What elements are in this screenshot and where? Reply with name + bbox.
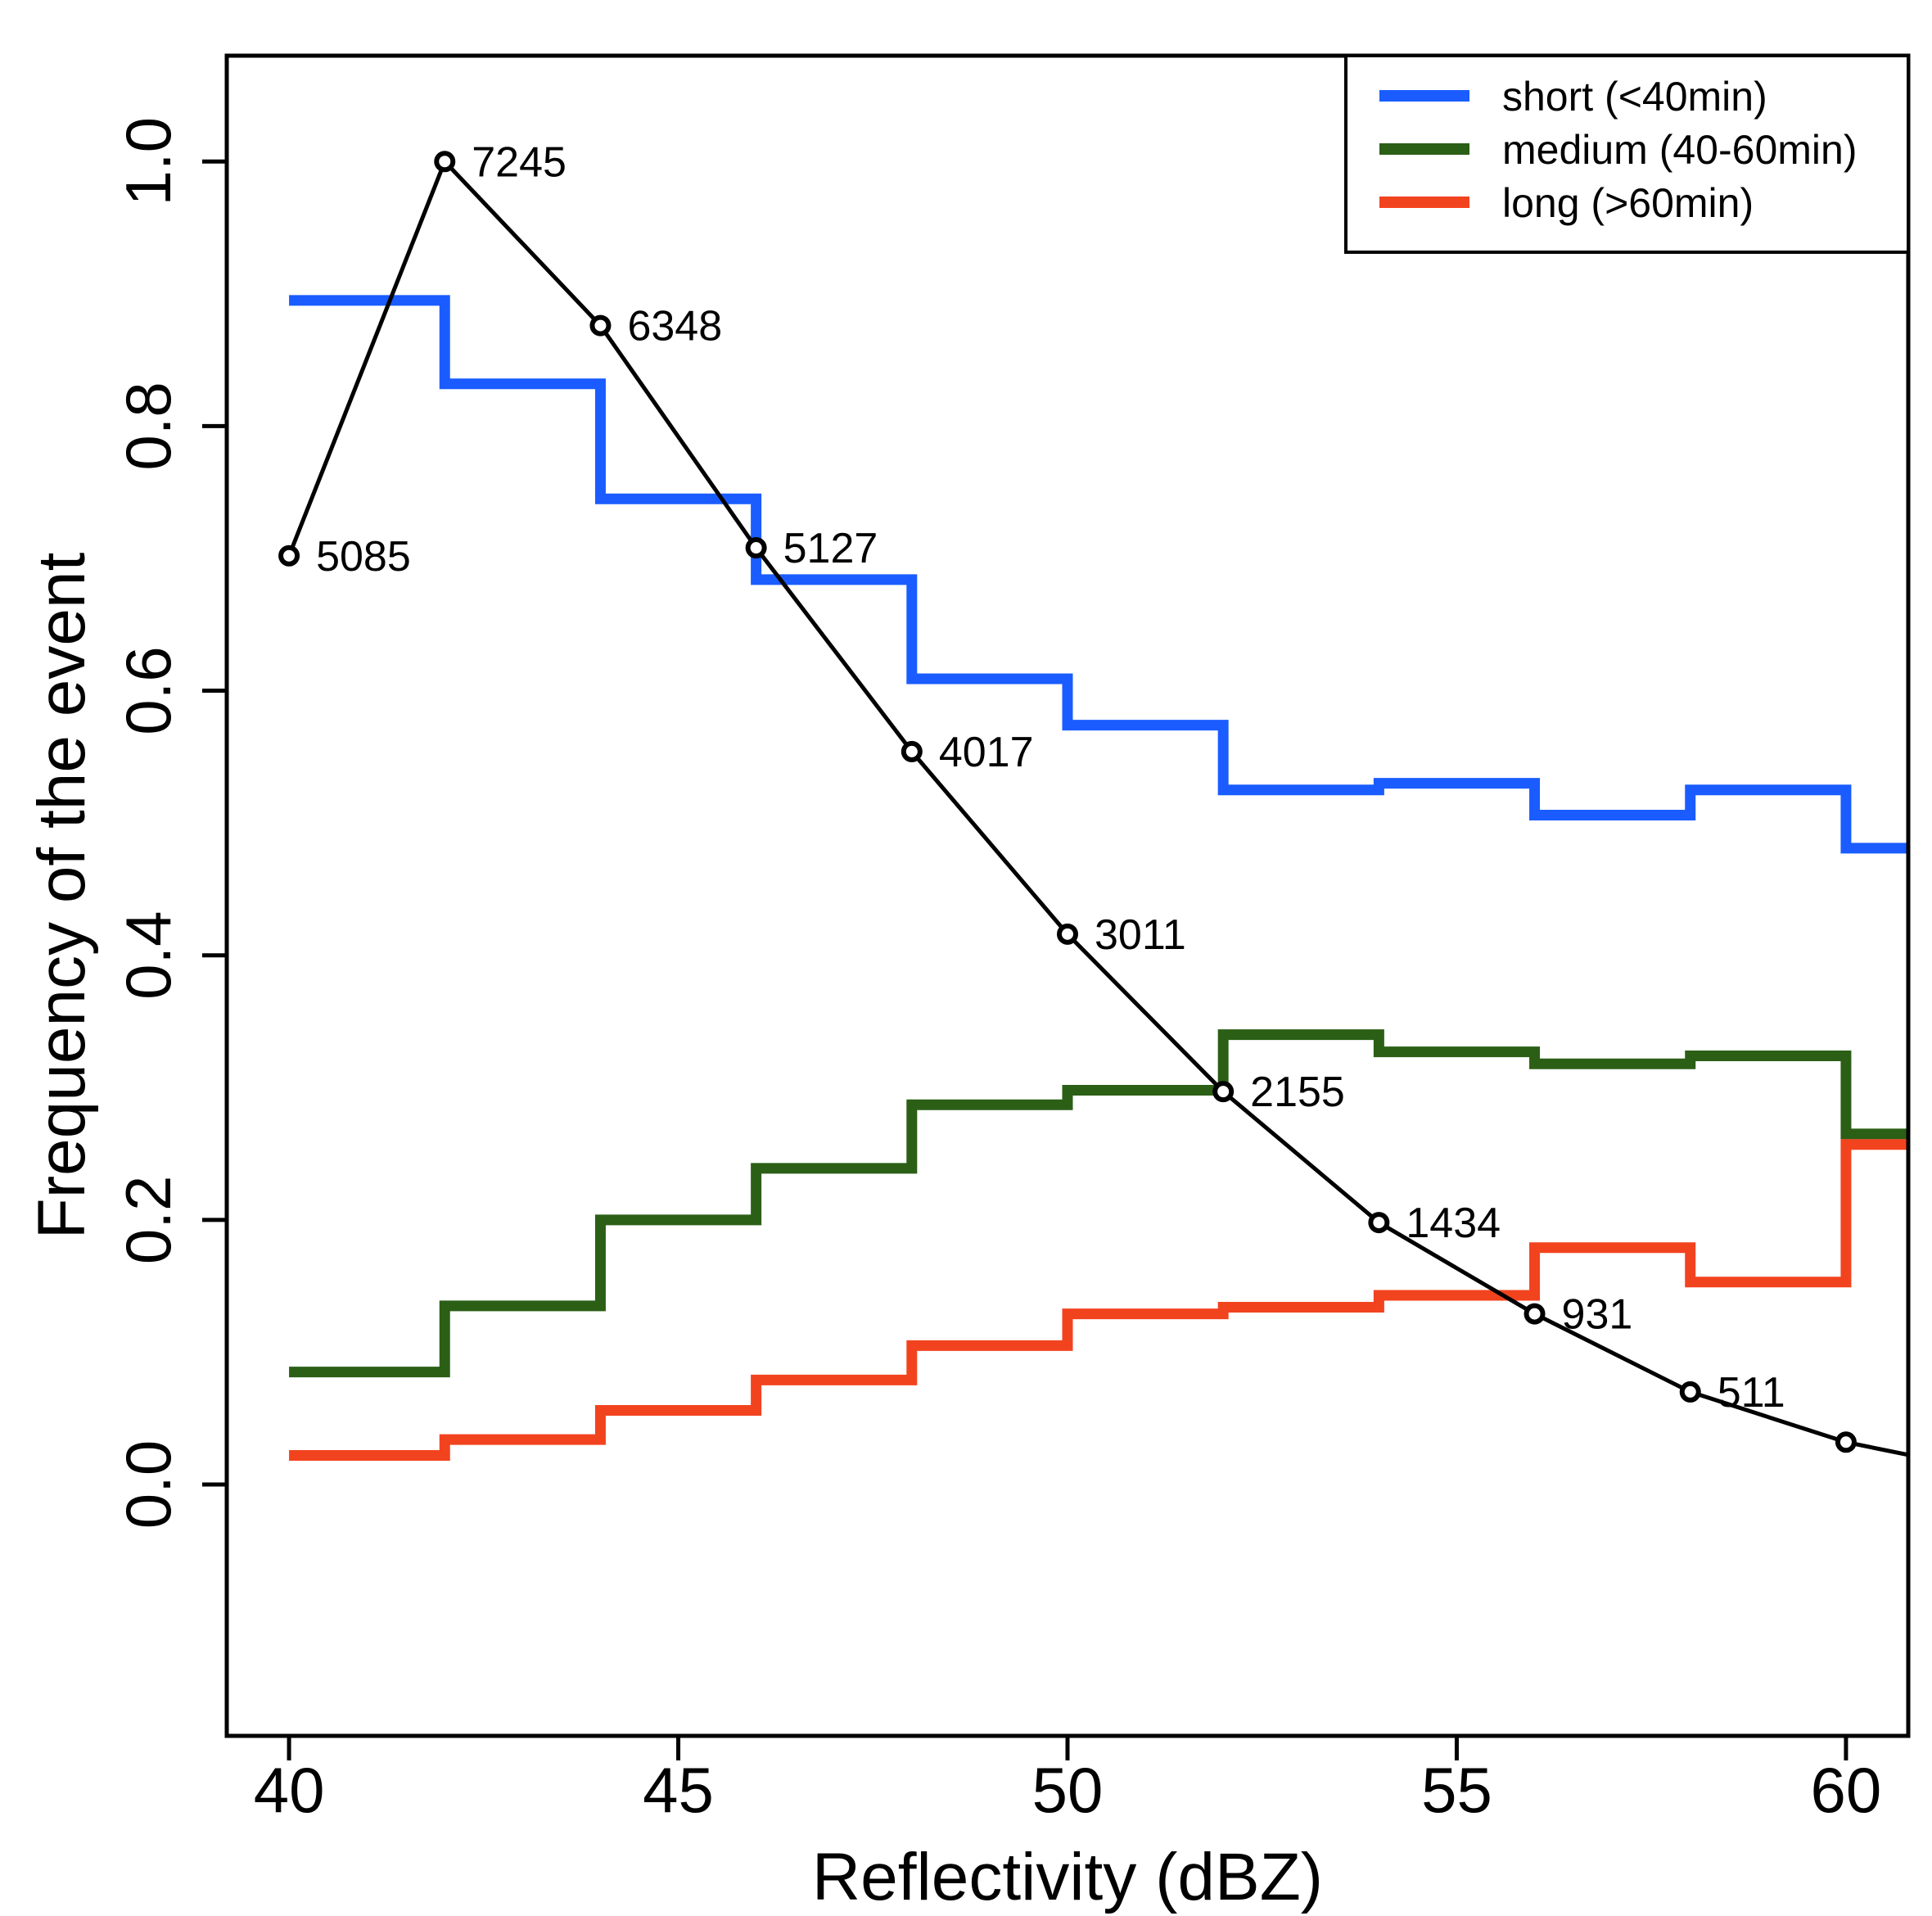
count-line-segment [910,750,1069,936]
count-line-segment [1066,933,1225,1093]
count-label: 931 [1562,1291,1633,1339]
count-line-segment [1378,1220,1536,1316]
x-tick-label: 50 [1032,1754,1104,1826]
count-label: 4017 [939,729,1034,776]
count-line-segment [598,324,758,549]
count-line-segment [443,160,603,328]
count-label: 5127 [783,525,878,572]
y-axis-title: Frequency of the event [25,552,99,1239]
count-point [745,537,767,559]
y-tick-label: 0.4 [112,911,184,999]
count-point [1212,1081,1235,1103]
legend-label-3: long (>60min) [1502,180,1754,226]
x-tick-label: 45 [643,1754,714,1826]
y-tick-label: 0.6 [112,646,184,734]
count-point [589,314,612,337]
count-line-segment [1533,1312,1691,1394]
count-label: 511 [1718,1369,1785,1417]
x-tick-label: 55 [1421,1754,1492,1826]
legend-label-1: short (<40min) [1502,74,1767,120]
step-series-layer [289,295,1908,1461]
count-labels-layer: 5085 7245 6348 5127 4017 3011 2155 1434 931 511 [316,138,1785,1417]
count-point [434,151,456,173]
count-point [278,545,300,567]
count-point [901,740,923,762]
x-axis: 40 45 50 55 60 [254,1733,1882,1826]
count-label: 3011 [1095,911,1186,959]
legend-label-2: medium (40-60min) [1502,127,1857,173]
count-point [1679,1381,1701,1403]
count-line-segment [1845,1439,1908,1457]
count-points-layer [278,151,1857,1453]
count-point [1368,1212,1390,1234]
step-series-1 [289,295,1908,854]
count-label: 6348 [627,303,722,350]
x-tick-label: 60 [1811,1754,1882,1826]
step-series-3 [289,1139,1908,1461]
count-line-layer [287,160,1908,1457]
count-line-group [287,160,1908,1457]
y-tick-label: 1.0 [112,117,184,206]
count-point [1523,1303,1546,1325]
step-series-2 [289,1029,1908,1378]
count-label: 7245 [472,138,567,186]
y-tick-label: 0.0 [112,1440,184,1529]
y-tick-label: 0.2 [112,1176,184,1264]
plot-frame [224,53,1911,1738]
x-axis-title: Reflectivity (dBZ) [812,1840,1323,1914]
count-line-segment [1689,1390,1847,1444]
count-point [1057,923,1078,945]
x-tick-label: 40 [254,1754,325,1826]
legend-items: short (<40min) medium (40-60min) long (>60… [1379,74,1857,226]
y-tick-label: 0.8 [112,382,184,470]
count-line-segment [287,160,447,557]
y-axis: 0.0 0.2 0.4 0.6 0.8 1.0 [112,117,229,1529]
legend: short (<40min) medium (40-60min) long (>60… [1344,54,1910,254]
count-label: 2155 [1250,1069,1345,1116]
count-point [1835,1431,1857,1453]
count-line-segment [754,546,914,753]
count-line-segment [1221,1090,1380,1225]
count-label: 5085 [316,533,411,581]
count-label: 1434 [1406,1200,1501,1247]
